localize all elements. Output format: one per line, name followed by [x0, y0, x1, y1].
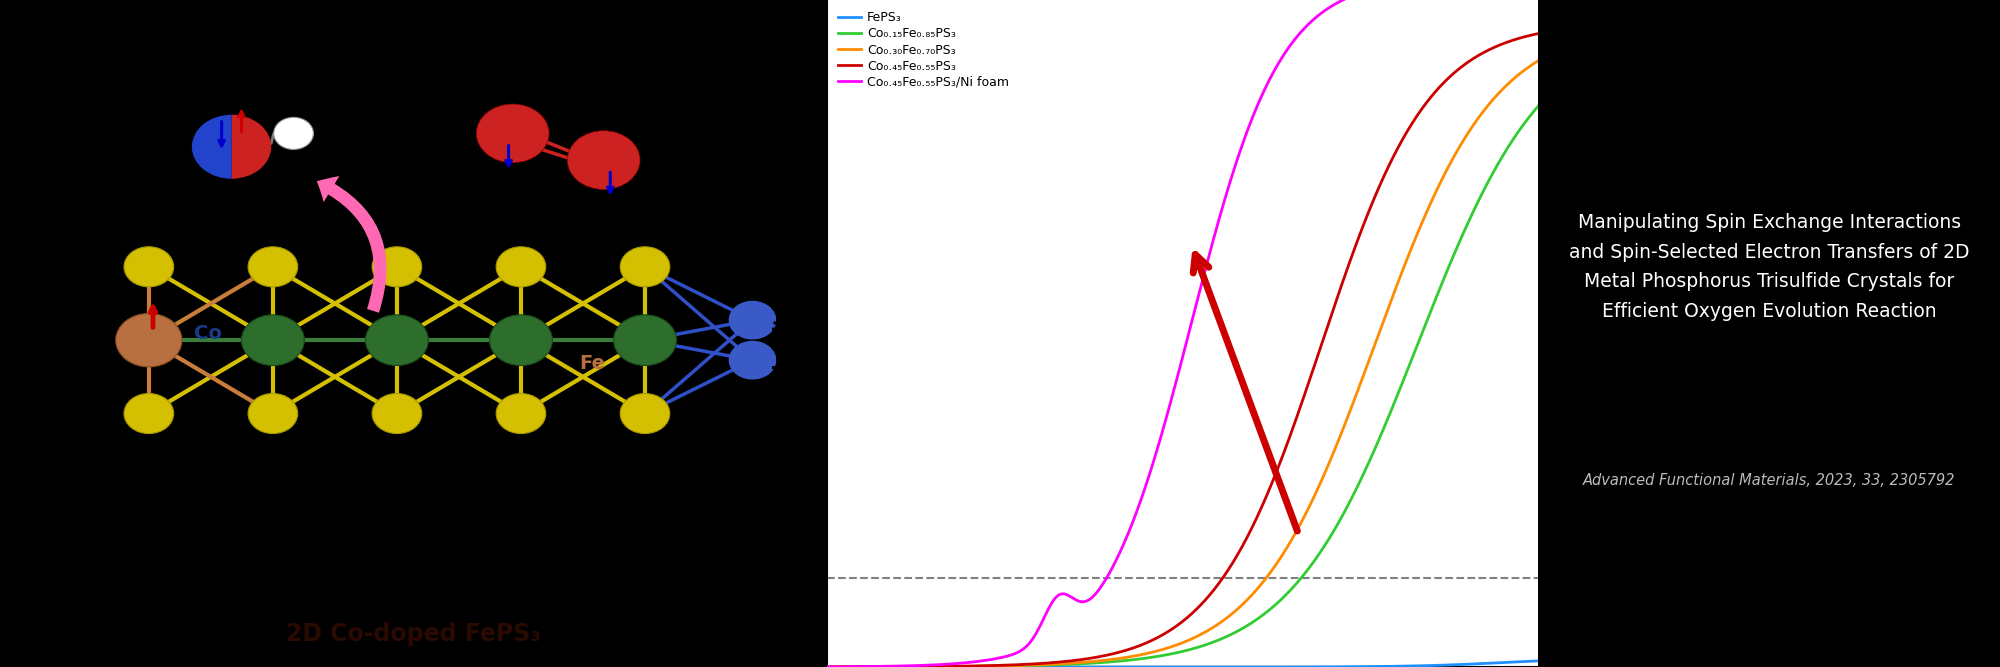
Legend: FePS₃, Co₀.₁₅Fe₀.₈₅PS₃, Co₀.₃₀Fe₀.₇₀PS₃, Co₀.₄₅Fe₀.₅₅PS₃, Co₀.₄₅Fe₀.₅₅PS₃/Ni foa: FePS₃, Co₀.₁₅Fe₀.₈₅PS₃, Co₀.₃₀Fe₀.₇₀PS₃,…	[834, 6, 1014, 94]
Line: Co₀.₄₅Fe₀.₅₅PS₃/Ni foam: Co₀.₄₅Fe₀.₅₅PS₃/Ni foam	[826, 0, 1538, 667]
Co₀.₄₅Fe₀.₅₅PS₃	[852, 663, 876, 667]
Co₀.₃₀Fe₀.₇₀PS₃	[1142, 648, 1166, 656]
Circle shape	[366, 315, 428, 366]
Circle shape	[274, 117, 314, 149]
Co₀.₃₀Fe₀.₇₀PS₃	[1506, 71, 1530, 79]
Co₀.₁₅Fe₀.₈₅PS₃	[1142, 653, 1166, 661]
FePS₃	[1142, 663, 1166, 667]
Co₀.₁₅Fe₀.₈₅PS₃	[1506, 129, 1530, 137]
Co₀.₁₅Fe₀.₈₅PS₃	[1506, 129, 1530, 137]
Co₀.₁₅Fe₀.₈₅PS₃	[814, 663, 838, 667]
Line: Co₀.₃₀Fe₀.₇₀PS₃: Co₀.₃₀Fe₀.₇₀PS₃	[826, 61, 1538, 667]
Co₀.₃₀Fe₀.₇₀PS₃	[1160, 642, 1184, 650]
Co₀.₄₅Fe₀.₅₅PS₃	[1506, 35, 1530, 43]
Text: Spin-selective electron transfer: Spin-selective electron transfer	[190, 23, 638, 47]
FePS₃	[1506, 658, 1530, 666]
Co₀.₄₅Fe₀.₅₅PS₃/Ni foam	[1160, 390, 1184, 398]
Co₀.₃₀Fe₀.₇₀PS₃	[852, 663, 876, 667]
FePS₃	[1506, 658, 1530, 666]
Circle shape	[496, 394, 546, 434]
Line: FePS₃: FePS₃	[826, 661, 1538, 667]
Circle shape	[372, 394, 422, 434]
Circle shape	[372, 247, 422, 287]
FePS₃	[814, 663, 838, 667]
Circle shape	[124, 247, 174, 287]
Circle shape	[116, 313, 182, 367]
Text: OH⁻: OH⁻	[106, 73, 158, 97]
Co₀.₁₅Fe₀.₈₅PS₃	[1526, 102, 1550, 110]
Circle shape	[620, 394, 670, 434]
Circle shape	[568, 131, 640, 189]
FePS₃	[1526, 657, 1550, 665]
Circle shape	[248, 394, 298, 434]
Co₀.₁₅Fe₀.₈₅PS₃	[1376, 416, 1400, 424]
Text: Co: Co	[194, 324, 222, 343]
Circle shape	[620, 247, 670, 287]
Wedge shape	[232, 115, 272, 179]
Line: Co₀.₁₅Fe₀.₈₅PS₃: Co₀.₁₅Fe₀.₈₅PS₃	[826, 106, 1538, 667]
Circle shape	[496, 247, 546, 287]
Co₀.₄₅Fe₀.₅₅PS₃	[1160, 624, 1184, 632]
Co₀.₁₅Fe₀.₈₅PS₃	[852, 663, 876, 667]
Text: Fe: Fe	[578, 354, 604, 373]
Circle shape	[242, 315, 304, 366]
Circle shape	[476, 104, 550, 163]
Co₀.₄₅Fe₀.₅₅PS₃	[814, 663, 838, 667]
Co₀.₁₅Fe₀.₈₅PS₃	[1160, 650, 1184, 658]
Co₀.₄₅Fe₀.₅₅PS₃	[1506, 35, 1530, 43]
Circle shape	[248, 247, 298, 287]
Circle shape	[490, 315, 552, 366]
Text: O$_2$: O$_2$	[630, 64, 660, 90]
Circle shape	[614, 315, 676, 366]
Text: 2D Co-doped FePS₃: 2D Co-doped FePS₃	[286, 622, 540, 646]
Co₀.₄₅Fe₀.₅₅PS₃/Ni foam	[852, 662, 876, 667]
Text: Advanced Functional Materials, 2023, 33, 2305792: Advanced Functional Materials, 2023, 33,…	[1584, 473, 1956, 488]
Line: Co₀.₄₅Fe₀.₅₅PS₃: Co₀.₄₅Fe₀.₅₅PS₃	[826, 33, 1538, 667]
Y-axis label: Current density (mA/cm²): Current density (mA/cm²)	[772, 214, 790, 453]
Co₀.₃₀Fe₀.₇₀PS₃	[814, 663, 838, 667]
Co₀.₃₀Fe₀.₇₀PS₃	[1506, 71, 1530, 79]
FancyArrowPatch shape	[316, 176, 386, 313]
Circle shape	[124, 394, 174, 434]
Co₀.₄₅Fe₀.₅₅PS₃	[1376, 165, 1400, 173]
Wedge shape	[192, 115, 232, 179]
Co₀.₄₅Fe₀.₅₅PS₃/Ni foam	[1142, 456, 1166, 464]
FePS₃	[1160, 663, 1184, 667]
Circle shape	[730, 301, 776, 339]
Circle shape	[730, 342, 776, 379]
Co₀.₄₅Fe₀.₅₅PS₃	[1142, 636, 1166, 644]
Co₀.₃₀Fe₀.₇₀PS₃	[1376, 307, 1400, 315]
Co₀.₄₅Fe₀.₅₅PS₃	[1526, 29, 1550, 37]
Co₀.₃₀Fe₀.₇₀PS₃	[1526, 57, 1550, 65]
FePS₃	[852, 663, 876, 667]
FePS₃	[1376, 662, 1400, 667]
Text: Manipulating Spin Exchange Interactions
and Spin-Selected Electron Transfers of : Manipulating Spin Exchange Interactions …	[1568, 213, 1970, 321]
Co₀.₄₅Fe₀.₅₅PS₃/Ni foam	[814, 663, 838, 667]
